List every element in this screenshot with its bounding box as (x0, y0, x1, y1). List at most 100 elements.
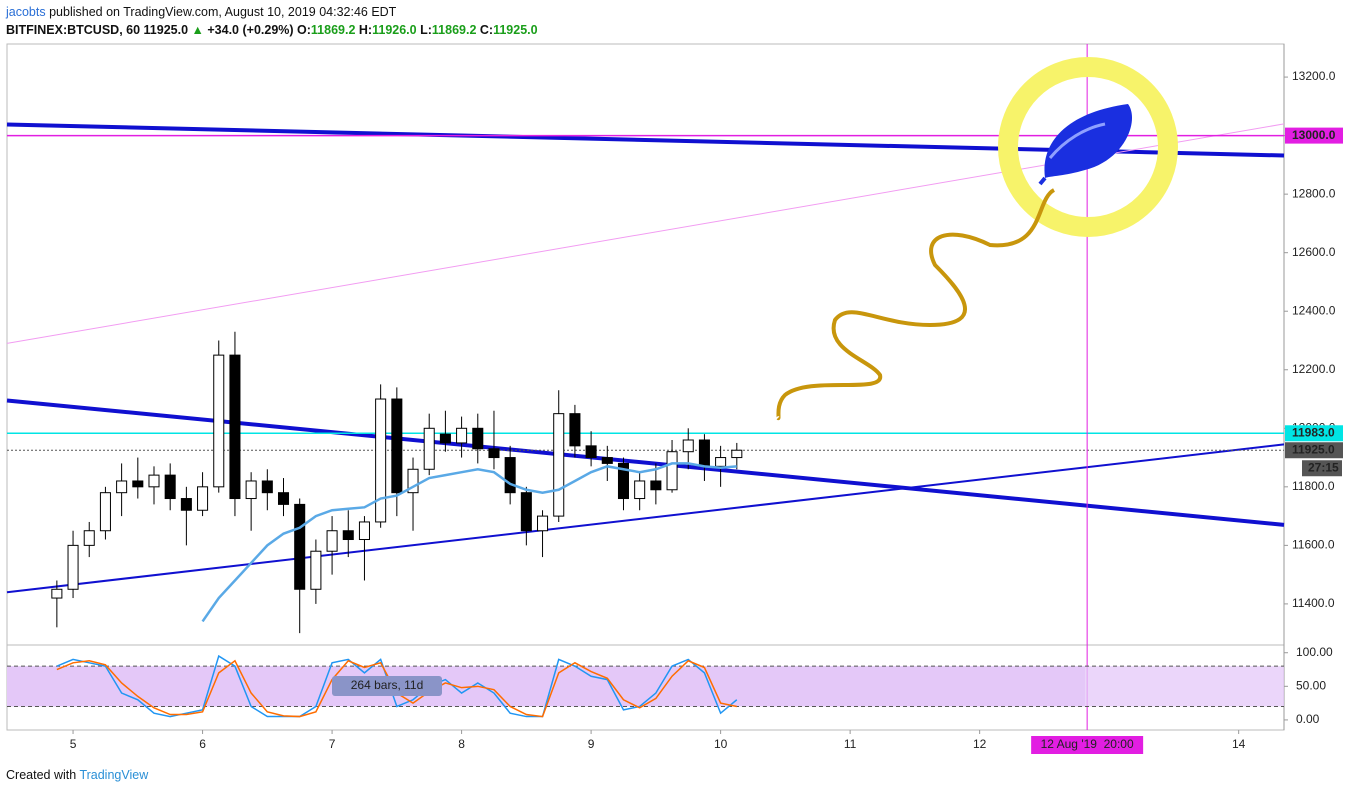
y-tick-label: 12400.0 (1292, 303, 1336, 317)
y-tick-label: 11400.0 (1292, 596, 1335, 610)
c-label: C: (479, 23, 494, 37)
candle-body (229, 354, 241, 500)
candle-body (391, 398, 403, 494)
open: 11869.2 (310, 23, 356, 37)
candle-body (375, 398, 387, 523)
candle-body (682, 439, 694, 453)
x-tick-label: 12 (973, 737, 987, 751)
candle-body (601, 457, 613, 464)
x-tick-label: 5 (70, 737, 77, 751)
moving-average (201, 462, 737, 623)
x-tick-label: 10 (714, 737, 728, 751)
candle-body (326, 530, 338, 552)
symbol: BITFINEX:BTCUSD, 60 (6, 23, 141, 37)
level-label: 11983.0 (1292, 425, 1335, 439)
h-label: H: (358, 23, 373, 37)
last-price: 11925.0 (143, 23, 189, 37)
candle-body (310, 550, 322, 590)
y-tick-label: 100.00 (1296, 645, 1333, 659)
squiggle (776, 188, 1056, 421)
y-tick-label: 12800.0 (1292, 186, 1336, 200)
candle-body (277, 492, 290, 505)
author: jacobts (6, 5, 46, 19)
candle-body (245, 480, 257, 500)
candle-body (731, 449, 743, 459)
y-tick-label: 12600.0 (1292, 245, 1336, 259)
y-tick-label: 11600.0 (1292, 538, 1335, 552)
candle-body (294, 503, 306, 590)
created-with: Created with (6, 768, 77, 782)
high: 11926.0 (372, 23, 417, 37)
x-tick-label: 9 (588, 737, 595, 751)
stoch-band (7, 666, 1085, 707)
footer: Created with TradingView (6, 768, 148, 782)
level-label-box (1285, 425, 1343, 442)
y-tick-label: 13200.0 (1292, 69, 1336, 83)
x-tick-label: 14 (1232, 737, 1246, 751)
change: +34.0 (+0.29%) (207, 23, 294, 37)
annotation-box (332, 676, 442, 696)
candle-body (342, 530, 354, 541)
y-tick-label: 0.00 (1296, 712, 1320, 726)
countdown: 27:15 (1308, 460, 1339, 474)
y-tick-label: 12200.0 (1292, 362, 1336, 376)
candle-body (213, 354, 225, 488)
candle-body (634, 480, 646, 500)
candle-body (569, 413, 581, 447)
arrow: ▲ (191, 23, 204, 37)
highlight-ring (998, 57, 1178, 237)
candle-body (698, 439, 710, 467)
candle-body (261, 480, 273, 494)
candle-body (472, 427, 484, 450)
leaf-stem (1038, 176, 1047, 186)
countdown-box (1302, 460, 1342, 477)
hand-drawing (776, 57, 1178, 421)
level-label-box (1285, 442, 1343, 459)
close: 11925.0 (493, 23, 538, 37)
level-label: 11925.0 (1292, 442, 1335, 456)
candle-body (553, 413, 565, 517)
candle-body (99, 492, 111, 532)
x-tick-label: 11 (844, 737, 857, 751)
published: published on TradingView.com, August 10,… (49, 5, 397, 19)
y-tick-label: 11800.0 (1292, 479, 1335, 493)
candle-body (504, 457, 516, 494)
leaf (1044, 104, 1133, 178)
candle-body (148, 474, 160, 488)
x-tick-label: 6 (199, 737, 206, 751)
candle-body (132, 480, 144, 488)
candle-body (180, 498, 192, 511)
time-marker-box (1031, 736, 1144, 754)
candle-body (83, 530, 95, 546)
candle-body (488, 448, 500, 459)
time-marker-label: 12 Aug '19 20:00 (1041, 737, 1134, 751)
x-tick-label: 8 (458, 737, 465, 751)
candle-body (358, 521, 370, 541)
candle-body (520, 492, 532, 532)
header-line-2: BITFINEX:BTCUSD, 60 11925.0 ▲ +34.0 (+0.… (6, 23, 538, 37)
stoch-line (56, 654, 738, 718)
x-tick-label: 7 (329, 737, 336, 751)
trendline (6, 443, 1285, 594)
level-label: 13000.0 (1292, 128, 1336, 142)
candle-body (456, 427, 468, 444)
candle-body (197, 486, 209, 511)
header-line-1: jacobts published on TradingView.com, Au… (6, 5, 396, 19)
stoch-band-right (1085, 666, 1284, 707)
annotation: 264 bars, 11d (351, 678, 424, 692)
o-label: O: (297, 23, 311, 37)
leaf-vein (1048, 122, 1106, 159)
candle-body (585, 445, 597, 459)
candle-body (116, 480, 128, 494)
l-label: L: (420, 23, 432, 37)
y-tick-label: 50.00 (1296, 678, 1326, 692)
candle-body (51, 588, 63, 599)
level-label-box (1285, 127, 1343, 144)
candle-body (423, 427, 435, 470)
candle-body (439, 433, 451, 444)
candle-body (650, 480, 662, 491)
brand: TradingView (79, 768, 149, 782)
candle-body (666, 451, 678, 491)
candle-body (164, 474, 176, 500)
